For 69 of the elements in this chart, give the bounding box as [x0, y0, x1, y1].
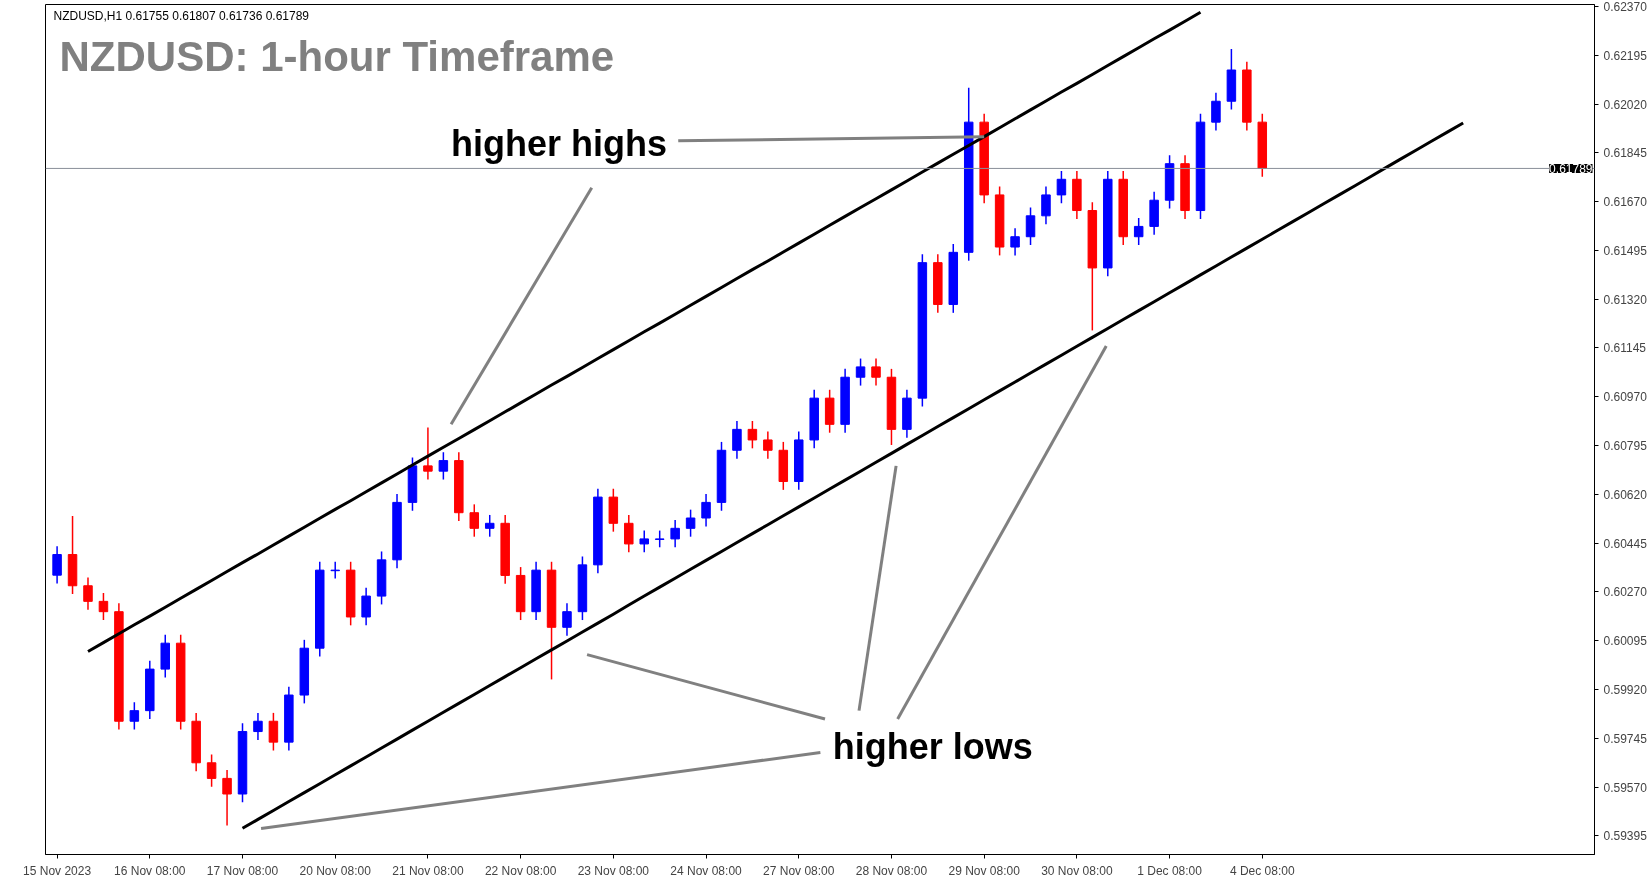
y-tick-label: 0.62195	[1603, 48, 1648, 63]
y-tick-label: 0.61145	[1603, 341, 1647, 356]
candlestick	[747, 420, 758, 450]
x-tick-label: 20 Nov 08:00	[299, 863, 372, 878]
candlestick	[1010, 227, 1020, 257]
candlestick	[268, 712, 279, 752]
candlestick	[1056, 170, 1067, 205]
candlestick	[469, 503, 480, 538]
x-tick-label: 1 Dec 08:00	[1137, 863, 1203, 878]
y-tick-label: 0.59920	[1603, 682, 1648, 697]
x-tick-label: 15 Nov 2023	[23, 863, 92, 878]
candlestick	[701, 493, 711, 528]
text: NZDUSD: 1-hour Timeframe	[59, 32, 615, 80]
y-tick-label: 0.59745	[1603, 731, 1648, 746]
y-tick-label: 0.62370	[1603, 0, 1648, 14]
candlestick	[98, 592, 109, 621]
candlestick	[330, 561, 340, 580]
x-tick-label: 16 Nov 08:00	[114, 863, 186, 878]
candlestick	[129, 701, 140, 731]
x-tick-label: 4 Dec 08:00	[1229, 863, 1295, 878]
y-tick-label: 0.62020	[1603, 97, 1648, 112]
x-tick-label: 22 Nov 08:00	[484, 863, 557, 878]
candlestick	[624, 514, 634, 554]
candlestick	[361, 586, 371, 627]
y-tick-label: 0.61845	[1603, 146, 1648, 161]
candlestick	[83, 576, 93, 611]
chart-subtitle: NZDUSD,H1 0.61755 0.61807 0.61736 0.61789	[53, 8, 310, 23]
candlestick	[222, 769, 232, 827]
x-tick-label: 27 Nov 08:00	[763, 863, 835, 878]
candlestick	[1025, 206, 1036, 246]
candlestick	[206, 753, 217, 788]
candlestick	[871, 357, 881, 387]
x-tick-label: 29 Nov 08:00	[948, 863, 1021, 878]
candlestick	[732, 420, 742, 460]
x-tick-label: 21 Nov 08:00	[392, 863, 464, 878]
candlestick	[1211, 92, 1221, 132]
y-tick-label: 0.60095	[1603, 634, 1648, 649]
x-tick-label: 28 Nov 08:00	[855, 863, 928, 878]
y-tick-label: 0.60620	[1603, 487, 1648, 502]
candlestick	[1041, 185, 1051, 225]
candlestick	[423, 426, 433, 481]
y-tick-label: 0.60445	[1603, 536, 1648, 551]
y-tick-label: 0.60970	[1603, 390, 1648, 405]
ref-line-label: 0.61789	[1549, 161, 1593, 176]
y-tick-label: 0.60270	[1603, 585, 1648, 600]
candlestick	[763, 430, 773, 460]
candlestick	[1133, 217, 1144, 246]
y-tick-label: 0.59395	[1603, 829, 1648, 844]
candlestick	[855, 357, 866, 387]
y-tick-label: 0.61320	[1603, 292, 1648, 307]
candlestick	[253, 712, 263, 741]
x-tick-label: 24 Nov 08:00	[670, 863, 743, 878]
x-tick-label: 23 Nov 08:00	[577, 863, 650, 878]
candlestick	[438, 451, 449, 481]
y-tick-label: 0.59570	[1603, 780, 1648, 795]
candlestick	[52, 545, 62, 585]
y-tick-label: 0.61670	[1603, 195, 1648, 210]
x-tick-label: 17 Nov 08:00	[206, 863, 279, 878]
y-tick-label: 0.61495	[1603, 243, 1648, 258]
line-series	[241, 121, 1465, 830]
candlestick	[639, 529, 649, 554]
x-tick-label: 30 Nov 08:00	[1041, 863, 1113, 878]
annotation: higher lows	[832, 725, 1033, 767]
candlestick	[685, 508, 696, 538]
candlestick	[670, 519, 680, 549]
candlestick	[484, 514, 495, 538]
candlestick	[562, 602, 572, 637]
y-tick-label: 0.60795	[1603, 439, 1648, 454]
annotation: higher highs	[451, 122, 668, 164]
